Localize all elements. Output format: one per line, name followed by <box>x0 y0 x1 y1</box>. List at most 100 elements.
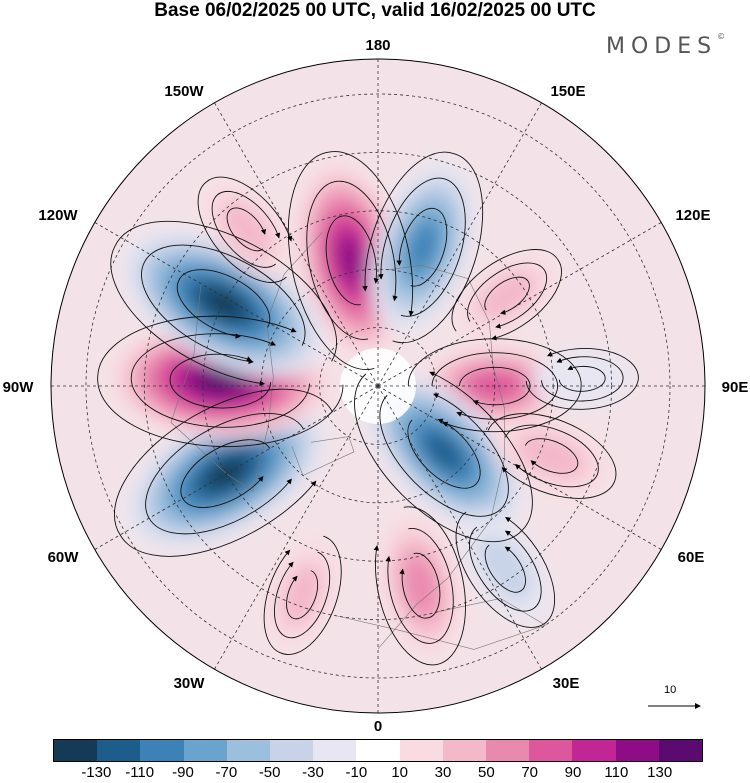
streamline <box>451 249 562 341</box>
streamline <box>484 544 526 593</box>
label-30e: 30E <box>553 675 580 692</box>
anomaly-blob <box>267 540 337 649</box>
vector-scale-label: 10 <box>664 684 677 696</box>
colorbar-tick-label: 90 <box>564 764 582 781</box>
coastline <box>291 436 355 476</box>
latitude-circle <box>85 93 671 679</box>
latitude-circle <box>143 151 613 621</box>
streamline <box>407 338 582 433</box>
streamline <box>263 535 342 655</box>
streamline <box>176 269 271 339</box>
colorbar-swatch <box>140 740 184 761</box>
streamlines <box>97 151 639 666</box>
streamline <box>469 526 542 612</box>
anomaly-contour <box>280 561 324 628</box>
colorbar-tick-label: 130 <box>647 764 673 781</box>
streamline <box>399 552 441 619</box>
streamline <box>97 315 344 448</box>
streamline <box>110 220 338 386</box>
colorbar-swatch <box>226 740 271 761</box>
colorbar-swatch <box>313 740 357 761</box>
label-90w: 90W <box>3 379 35 396</box>
map-title: Base 06/02/2025 00 UTC, valid 16/02/2025… <box>154 0 596 21</box>
colorbar <box>53 739 703 762</box>
anomaly-contour <box>424 432 464 472</box>
meridian-line <box>214 102 379 387</box>
label-180: 180 <box>365 37 390 54</box>
streamline <box>145 412 304 535</box>
anomaly-contour <box>337 236 365 285</box>
streamline <box>325 215 380 306</box>
colorbar-tick-label: -130 <box>81 764 112 781</box>
meridian-line <box>377 385 542 670</box>
longitude-labels: 180 150E 120E 90E 60E 30E 0 30W 60W 90W … <box>3 37 749 735</box>
streamline <box>431 352 559 420</box>
coastline <box>337 598 547 650</box>
streamline <box>226 207 266 252</box>
colorbar-swatch <box>486 740 530 761</box>
anomaly-blob <box>363 371 525 533</box>
streamline <box>558 365 606 392</box>
streamline <box>362 151 484 344</box>
streamline <box>286 570 319 620</box>
streamline <box>541 356 624 402</box>
anomaly-contour <box>402 553 439 618</box>
anomaly-contour <box>477 534 533 602</box>
meridian-line <box>94 222 379 387</box>
label-150w: 150W <box>164 83 204 100</box>
anomaly-contour <box>476 270 538 321</box>
streamline <box>504 424 599 488</box>
meridian-line <box>377 222 662 387</box>
latitude-circle <box>319 327 437 445</box>
colorbar-swatch <box>356 740 400 761</box>
colorbar-swatch <box>54 740 98 761</box>
streamline <box>354 371 533 543</box>
streamline <box>407 418 481 489</box>
colorbar-swatch <box>399 740 443 761</box>
anomaly-contour <box>196 368 244 393</box>
streamline <box>114 388 333 557</box>
streamline <box>379 393 509 517</box>
streamline <box>211 190 281 268</box>
colorbar-swatch <box>442 740 487 761</box>
streamline <box>484 276 530 315</box>
colorbar-swatch <box>183 740 227 761</box>
streamline <box>525 348 639 410</box>
meridian-line <box>377 102 542 387</box>
streamline <box>396 207 448 287</box>
colorbar-swatch <box>529 740 573 761</box>
anomaly-contour <box>408 222 439 272</box>
graticule <box>51 59 705 713</box>
label-120e: 120E <box>675 207 710 224</box>
brand-text: MODES <box>606 34 718 59</box>
colorbar-swatch <box>658 740 703 761</box>
streamline <box>373 506 466 666</box>
streamline <box>385 527 454 644</box>
colorbar-ticks: -130 -110 -90 -70 -50 -30 -10 10 30 50 70 90 110 130 <box>0 764 750 782</box>
streamline <box>141 244 306 365</box>
streamline <box>467 262 548 329</box>
coastline <box>170 232 323 492</box>
streamline <box>197 176 293 283</box>
colorbar-tick-label: 70 <box>521 764 538 781</box>
anomaly-blob <box>379 514 462 658</box>
colorbar-tick-label: -70 <box>215 764 238 781</box>
colorbar-tick-label: 50 <box>477 764 495 781</box>
colorbar-tick-label: 10 <box>391 764 408 781</box>
streamline <box>274 551 331 639</box>
colorbar-tick-label: -50 <box>258 764 281 781</box>
map-border <box>50 58 706 714</box>
colorbar-swatch <box>270 740 314 761</box>
streamline <box>378 177 466 317</box>
colorbar-swatch <box>97 740 141 761</box>
colorbar-tick-label: -10 <box>345 764 368 781</box>
map-disk <box>51 59 705 713</box>
streamline <box>455 511 555 628</box>
label-90e: 90E <box>722 379 749 396</box>
label-0: 0 <box>374 718 382 735</box>
anomaly-blob <box>457 254 557 337</box>
modes-logo: MODES© <box>606 32 725 59</box>
colorbar-tick-label: 110 <box>604 764 629 781</box>
streamline <box>287 151 414 371</box>
